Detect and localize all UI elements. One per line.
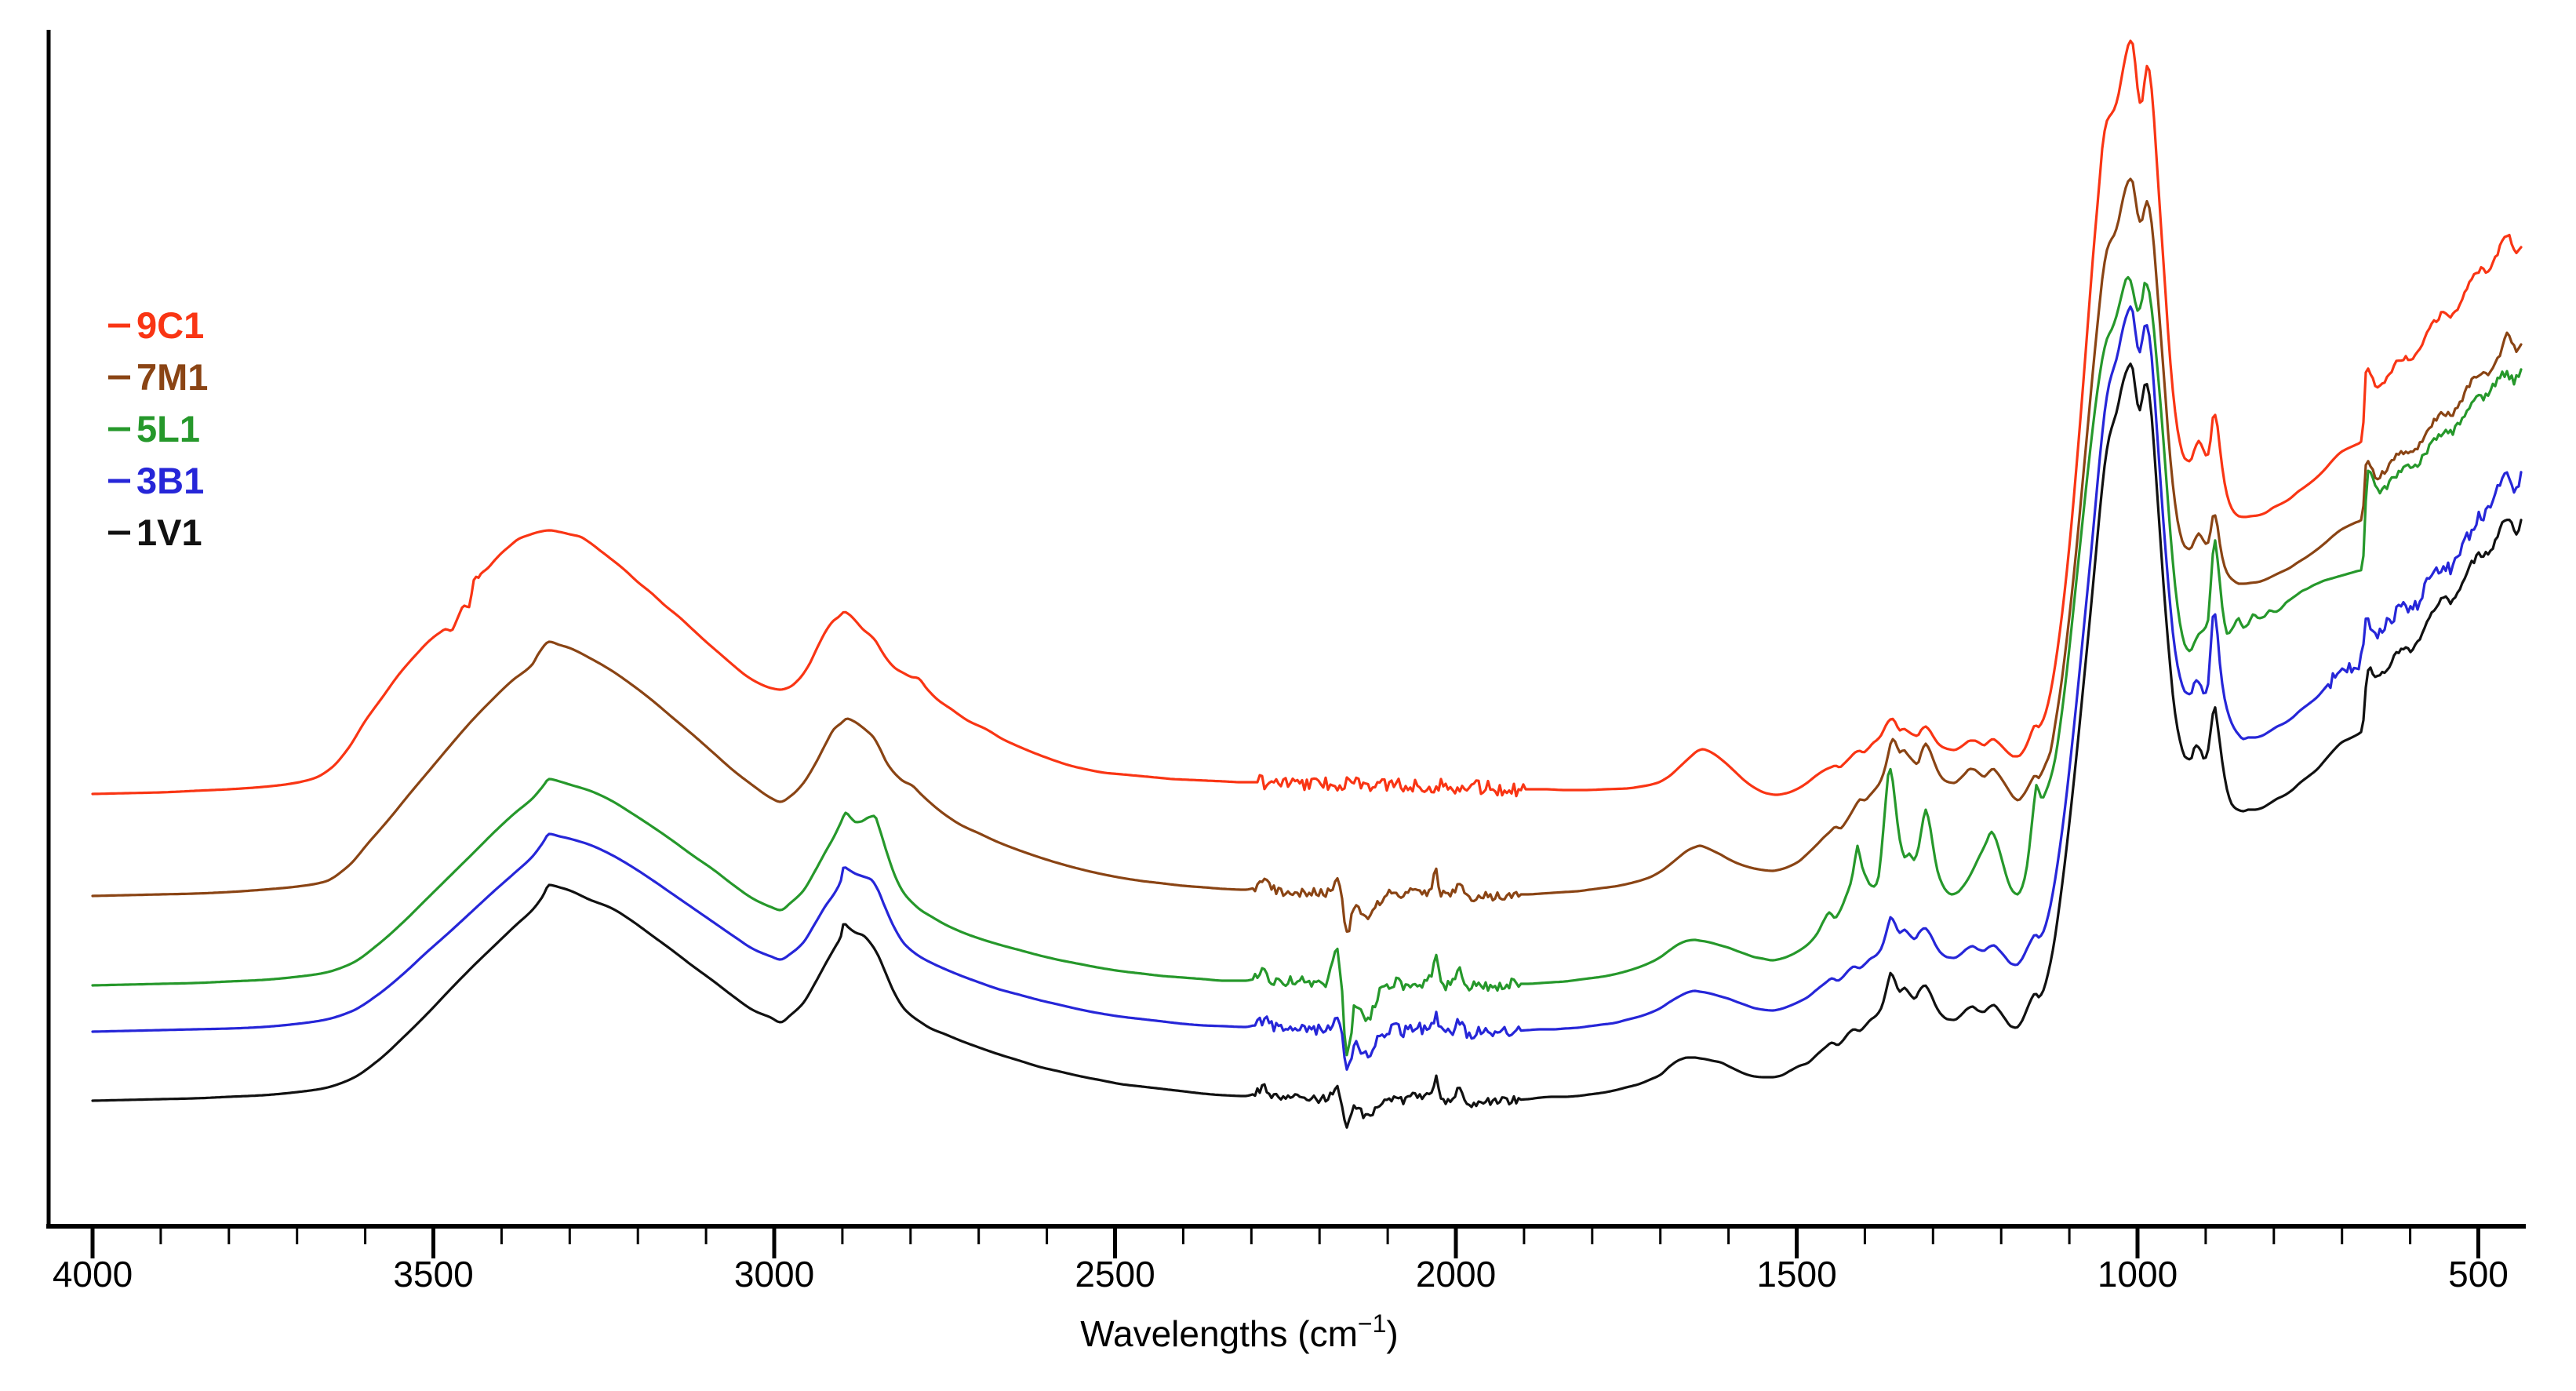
- series-lines: [91, 39, 2523, 1129]
- x-tick-label: 2000: [1416, 1254, 1496, 1295]
- legend: 9C1 7M1 5L1 3B1 1V1: [108, 304, 208, 553]
- x-tick-label: 2500: [1075, 1254, 1155, 1295]
- series-line-3b1: [91, 305, 2523, 1071]
- x-tick-label: 1000: [2098, 1254, 2178, 1295]
- legend-item-7m1: 7M1: [108, 356, 208, 398]
- legend-item-5l1: 5L1: [108, 408, 200, 450]
- series-line-1v1: [91, 362, 2523, 1129]
- legend-label: 5L1: [136, 408, 200, 450]
- x-tick-label: 3500: [393, 1254, 473, 1295]
- legend-item-9c1: 9C1: [108, 304, 204, 346]
- series-line-7m1: [91, 177, 2523, 933]
- x-tick-label: 500: [2448, 1254, 2509, 1295]
- axes: 4000 3500 3000 2500 2000 1500 1000 500: [46, 30, 2526, 1295]
- x-tick-label: 4000: [53, 1254, 133, 1295]
- series-line-5l1: [91, 275, 2523, 1057]
- x-tick-label: 1500: [1756, 1254, 1836, 1295]
- legend-item-3b1: 3B1: [108, 460, 204, 501]
- legend-item-1v1: 1V1: [108, 512, 202, 553]
- x-tick-label: 3000: [734, 1254, 814, 1295]
- legend-label: 7M1: [136, 356, 208, 398]
- legend-label: 1V1: [136, 512, 202, 553]
- x-axis-title: Wavelengths (cm−1): [1080, 1309, 1398, 1354]
- series-line-9c1: [91, 39, 2523, 798]
- legend-label: 9C1: [136, 304, 204, 346]
- x-axis-label: Wavelengths (cm−1): [1080, 1309, 1398, 1354]
- legend-label: 3B1: [136, 460, 204, 501]
